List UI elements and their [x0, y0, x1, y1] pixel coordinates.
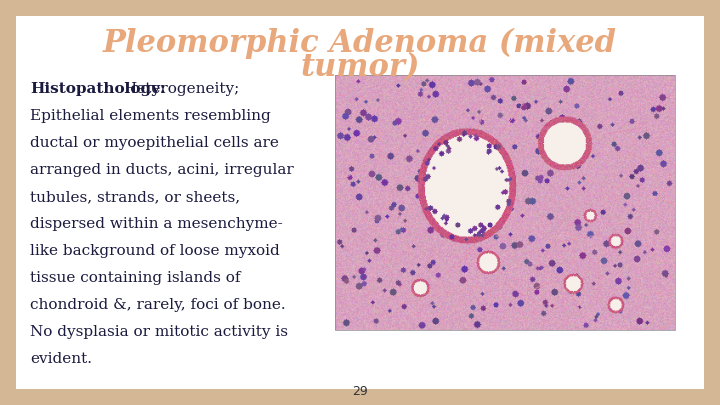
Text: chondroid &, rarely, foci of bone.: chondroid &, rarely, foci of bone. — [30, 298, 286, 312]
Text: Histopathology:: Histopathology: — [30, 82, 166, 96]
Bar — [0, 389, 720, 405]
Text: evident.: evident. — [30, 352, 92, 366]
Bar — [0, 0, 720, 16]
Text: tumor): tumor) — [300, 52, 420, 83]
Text: Heterogeneity;: Heterogeneity; — [123, 82, 239, 96]
Text: Pleomorphic Adenoma (mixed: Pleomorphic Adenoma (mixed — [103, 28, 617, 59]
Text: tubules, strands, or sheets,: tubules, strands, or sheets, — [30, 190, 240, 204]
Text: No dysplasia or mitotic activity is: No dysplasia or mitotic activity is — [30, 325, 288, 339]
Text: Epithelial elements resembling: Epithelial elements resembling — [30, 109, 271, 123]
Bar — [0, 16, 16, 389]
Bar — [704, 16, 720, 389]
Text: ductal or myoepithelial cells are: ductal or myoepithelial cells are — [30, 136, 279, 150]
Text: dispersed within a mesenchyme-: dispersed within a mesenchyme- — [30, 217, 283, 231]
Text: 29: 29 — [352, 385, 368, 398]
Text: like background of loose myxoid: like background of loose myxoid — [30, 244, 280, 258]
Text: tissue containing islands of: tissue containing islands of — [30, 271, 240, 285]
Text: arranged in ducts, acini, irregular: arranged in ducts, acini, irregular — [30, 163, 294, 177]
Bar — [335, 75, 675, 330]
